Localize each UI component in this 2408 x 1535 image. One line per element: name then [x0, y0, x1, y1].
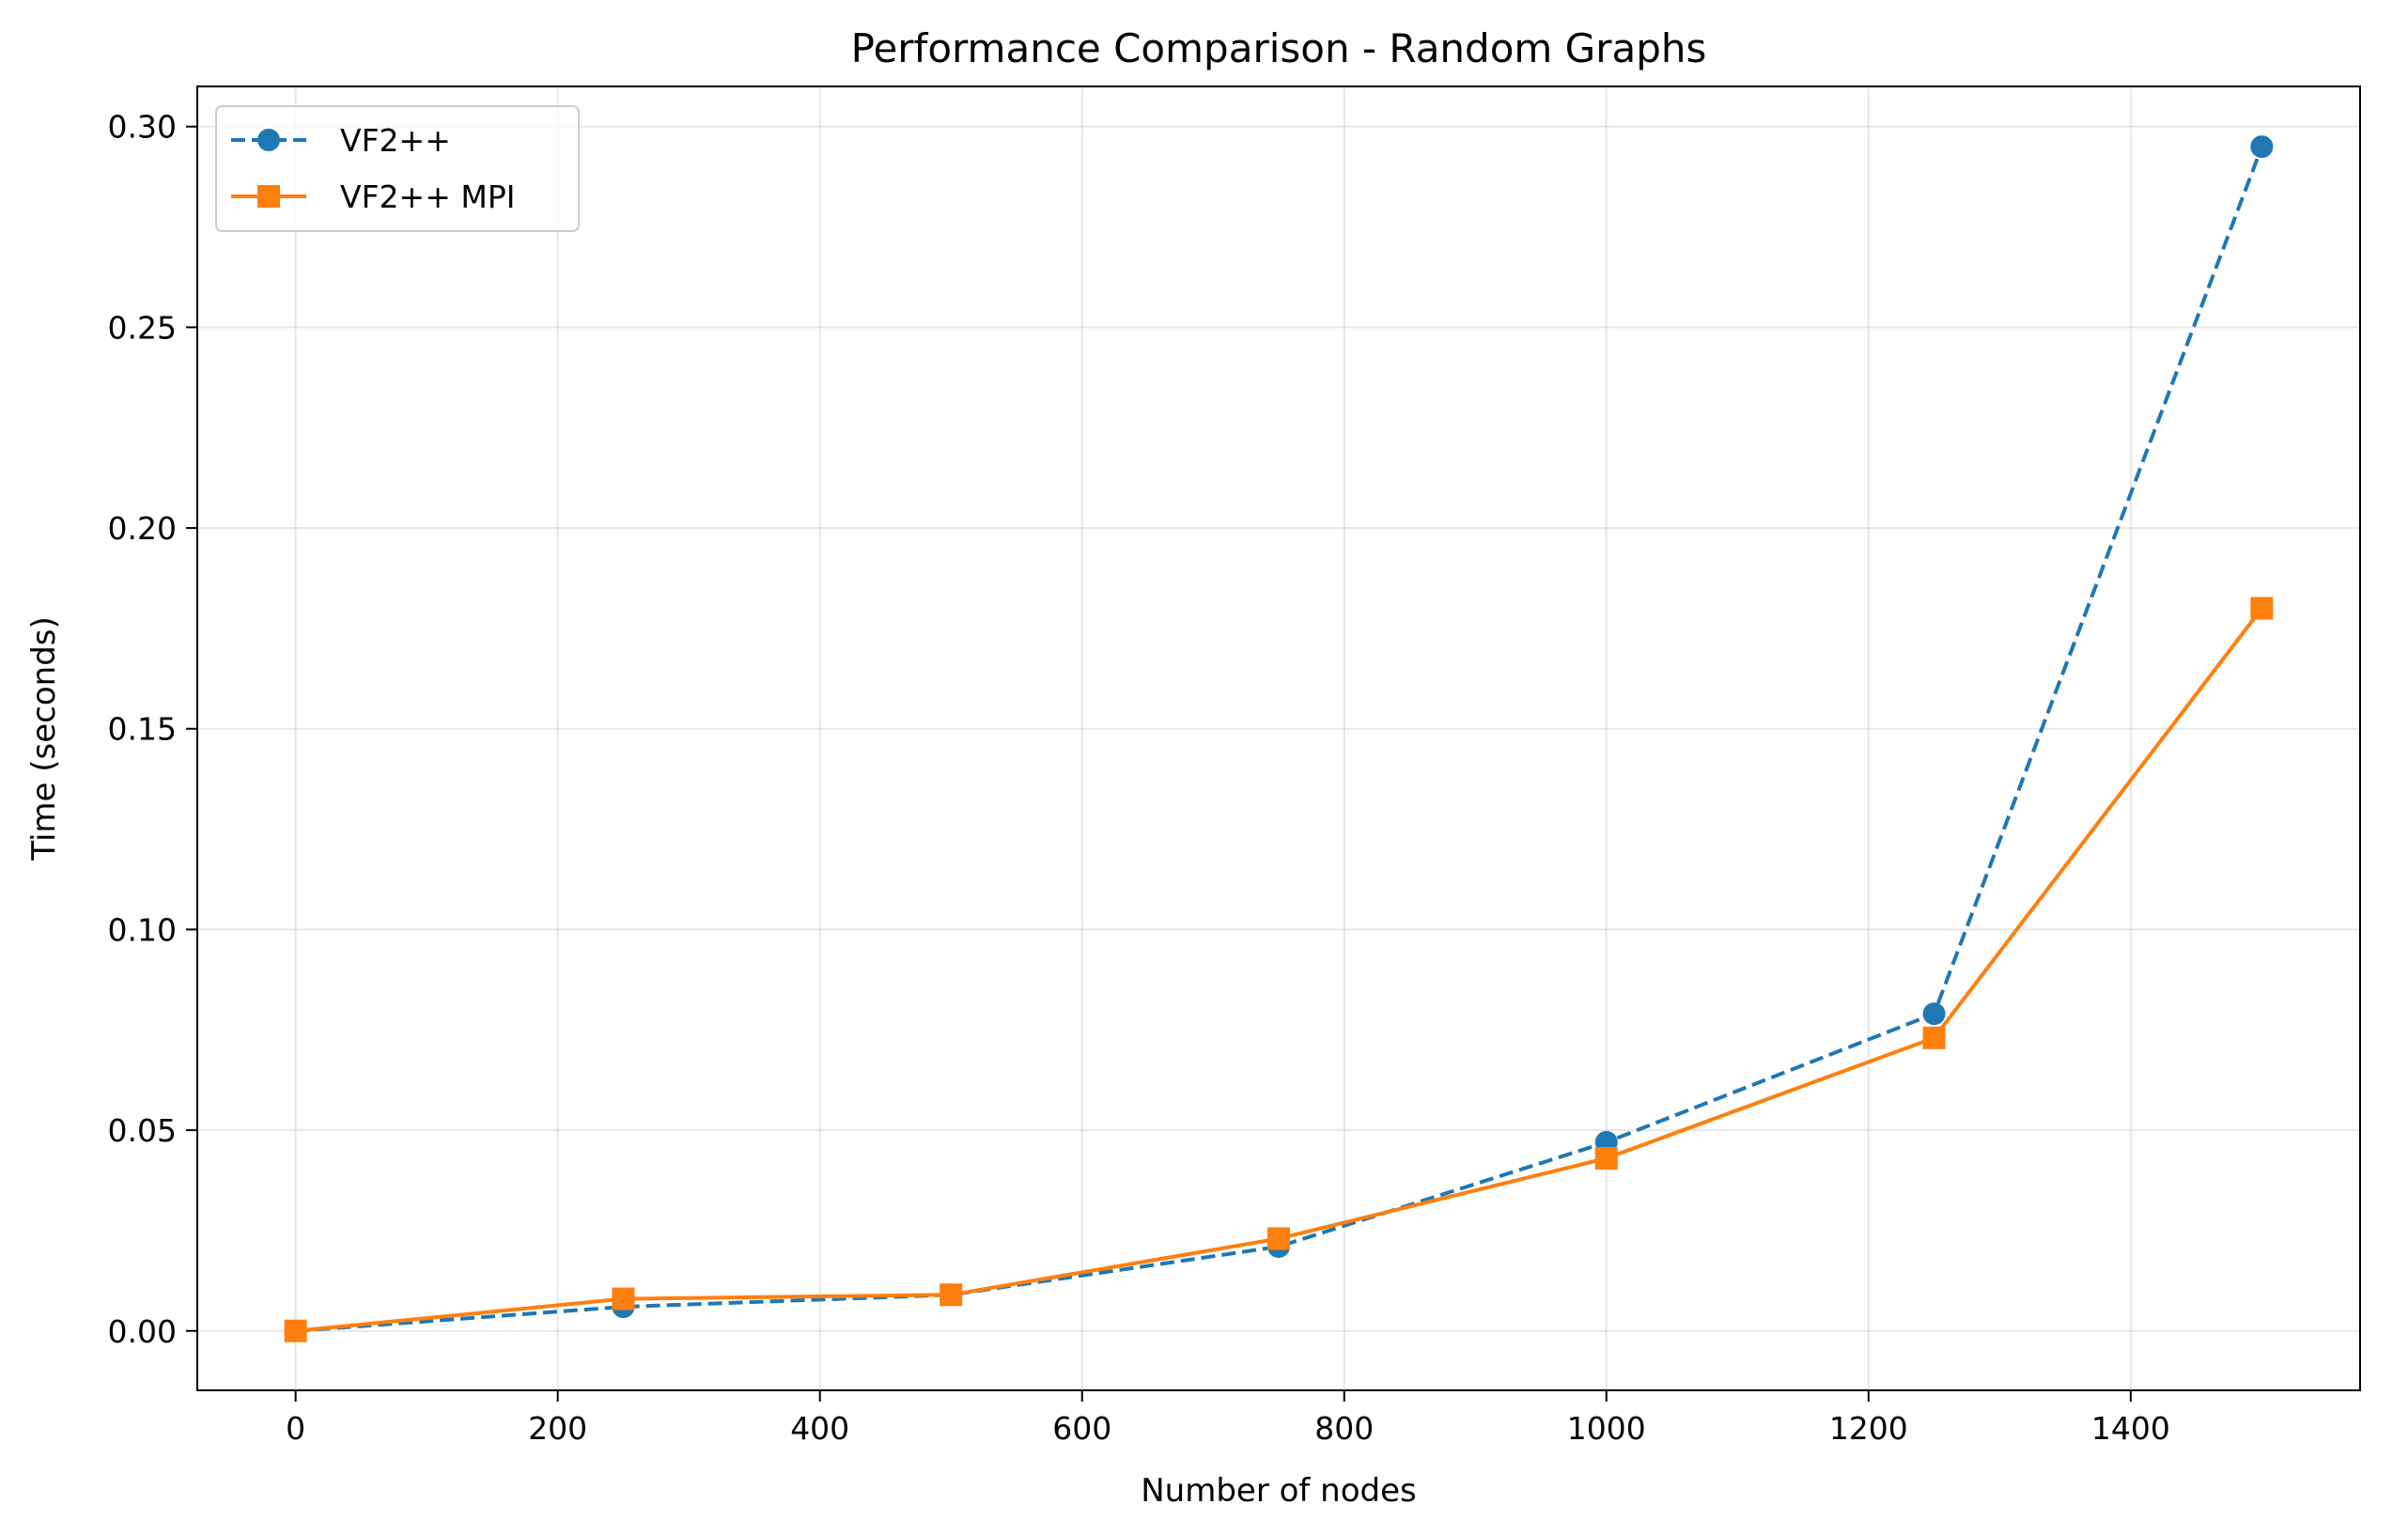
legend-box — [215, 105, 580, 232]
y-tick-label: 0.15 — [108, 711, 177, 748]
series-1-point — [1594, 1146, 1618, 1170]
series-line-0 — [295, 146, 2264, 1333]
legend-label-vf2pp-mpi: VF2++ MPI — [340, 178, 515, 215]
x-tick-label: 0 — [286, 1410, 305, 1447]
y-tick-label: 0.10 — [108, 911, 177, 948]
series-1-point — [2250, 597, 2274, 620]
series-1-point — [1267, 1227, 1290, 1250]
legend-marker-vf2pp-mpi — [257, 185, 280, 208]
y-tick-label: 0.00 — [108, 1313, 177, 1350]
chart-title: Performance Comparison - Random Graphs — [851, 25, 1707, 71]
y-tick-label: 0.30 — [108, 109, 177, 146]
x-axis-label: Number of nodes — [1141, 1472, 1417, 1510]
plot-area-frame — [196, 85, 2361, 1391]
series-1-point — [284, 1319, 307, 1342]
y-tick-label: 0.05 — [108, 1112, 177, 1149]
x-tick-label: 200 — [528, 1410, 587, 1447]
series-0-point — [1922, 1002, 1946, 1026]
y-axis-label: Time (seconds) — [25, 616, 63, 861]
series-line-1 — [295, 607, 2263, 1333]
series-0-point — [2250, 135, 2274, 159]
series-lines — [295, 146, 2264, 1333]
x-tick-label: 600 — [1052, 1410, 1111, 1447]
grid — [197, 86, 2360, 1390]
x-tick-label: 800 — [1314, 1410, 1374, 1447]
series-markers — [284, 135, 2274, 1342]
y-tick-label: 0.20 — [108, 510, 177, 547]
axis-ticks: 0 200 400 600 800 1000 1200 1400 0.00 0.05 0.10 0.1… — [108, 109, 2170, 1447]
x-tick-label: 1000 — [1567, 1410, 1646, 1447]
legend-label-vf2pp: VF2++ — [340, 122, 451, 159]
series-1-point — [1922, 1026, 1946, 1049]
x-tick-label: 1400 — [2091, 1410, 2170, 1447]
series-1-point — [940, 1283, 963, 1307]
legend-marker-vf2pp — [257, 129, 280, 151]
y-tick-label: 0.25 — [108, 309, 177, 346]
x-tick-label: 1200 — [1829, 1410, 1908, 1447]
series-1-point — [612, 1287, 635, 1310]
legend: VF2++ VF2++ MPI — [215, 105, 580, 232]
x-tick-label: 400 — [790, 1410, 849, 1447]
